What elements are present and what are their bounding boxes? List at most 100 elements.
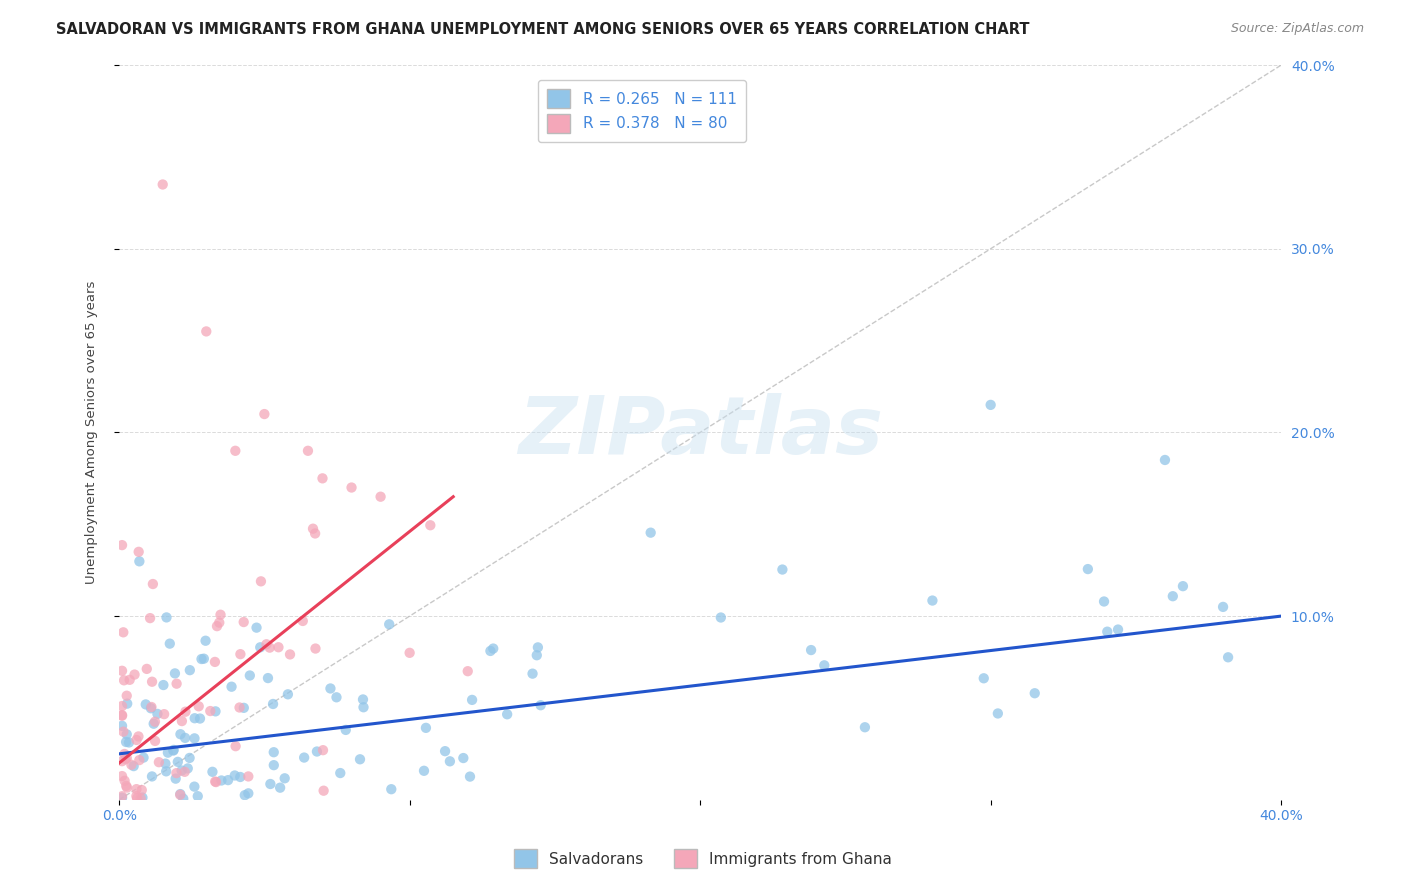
Point bbox=[111, 769, 134, 783]
Point bbox=[111, 664, 134, 678]
Point bbox=[111, 789, 134, 804]
Point bbox=[378, 617, 401, 632]
Point bbox=[155, 756, 177, 771]
Text: Source: ZipAtlas.com: Source: ZipAtlas.com bbox=[1230, 22, 1364, 36]
Point bbox=[131, 783, 153, 797]
Point bbox=[434, 744, 457, 758]
Point bbox=[304, 641, 326, 656]
Point bbox=[124, 667, 146, 681]
Point bbox=[229, 647, 252, 661]
Point bbox=[380, 782, 402, 797]
Point bbox=[921, 593, 943, 607]
Point bbox=[159, 637, 181, 651]
Point bbox=[183, 711, 205, 725]
Point bbox=[125, 782, 148, 797]
Point bbox=[204, 655, 226, 669]
Point bbox=[128, 753, 150, 767]
Y-axis label: Unemployment Among Seniors over 65 years: Unemployment Among Seniors over 65 years bbox=[86, 281, 98, 584]
Point bbox=[1097, 624, 1119, 639]
Point bbox=[114, 773, 136, 788]
Point bbox=[319, 681, 342, 696]
Point bbox=[200, 704, 222, 718]
Point bbox=[245, 621, 267, 635]
Point bbox=[770, 562, 793, 576]
Point bbox=[239, 668, 262, 682]
Point bbox=[179, 751, 201, 765]
Text: SALVADORAN VS IMMIGRANTS FROM GHANA UNEMPLOYMENT AMONG SENIORS OVER 65 YEARS COR: SALVADORAN VS IMMIGRANTS FROM GHANA UNEM… bbox=[56, 22, 1029, 37]
Point bbox=[349, 752, 371, 766]
Point bbox=[853, 720, 876, 734]
Point bbox=[115, 697, 138, 711]
Point bbox=[114, 747, 136, 761]
Point bbox=[461, 693, 484, 707]
Point bbox=[172, 791, 194, 805]
Point bbox=[221, 680, 243, 694]
Point bbox=[111, 708, 134, 723]
Point bbox=[141, 769, 163, 783]
Point bbox=[800, 643, 823, 657]
Point bbox=[193, 651, 215, 665]
Point bbox=[1092, 594, 1115, 608]
Point bbox=[115, 689, 138, 703]
Point bbox=[413, 764, 436, 778]
Point bbox=[224, 768, 246, 782]
Point bbox=[987, 706, 1010, 721]
Point bbox=[232, 615, 254, 629]
Point bbox=[111, 699, 134, 714]
Point bbox=[129, 791, 152, 805]
Point bbox=[115, 735, 138, 749]
Point bbox=[143, 714, 166, 729]
Point bbox=[115, 751, 138, 765]
Point bbox=[131, 790, 153, 805]
Point bbox=[183, 731, 205, 746]
Point bbox=[165, 772, 187, 786]
Text: ZIPatlas: ZIPatlas bbox=[517, 393, 883, 472]
Point bbox=[132, 750, 155, 764]
Point bbox=[228, 700, 250, 714]
Point bbox=[169, 788, 191, 802]
Point bbox=[259, 640, 281, 655]
Point bbox=[141, 700, 163, 714]
Point bbox=[263, 745, 285, 759]
Point bbox=[522, 666, 544, 681]
Point bbox=[183, 780, 205, 794]
Point bbox=[259, 777, 281, 791]
Point bbox=[278, 648, 301, 662]
Point bbox=[238, 786, 260, 800]
Point bbox=[165, 766, 187, 780]
Point bbox=[640, 525, 662, 540]
Point bbox=[122, 759, 145, 773]
Point bbox=[311, 471, 333, 485]
Point bbox=[710, 610, 733, 624]
Point bbox=[482, 641, 505, 656]
Point bbox=[302, 522, 325, 536]
Point bbox=[297, 443, 319, 458]
Point bbox=[141, 674, 163, 689]
Point bbox=[142, 716, 165, 731]
Point bbox=[209, 607, 232, 622]
Point bbox=[208, 615, 231, 630]
Point bbox=[169, 727, 191, 741]
Point bbox=[1171, 579, 1194, 593]
Point bbox=[177, 761, 200, 775]
Point bbox=[112, 724, 135, 739]
Point bbox=[194, 633, 217, 648]
Point bbox=[112, 673, 135, 688]
Point bbox=[340, 481, 363, 495]
Point bbox=[312, 783, 335, 797]
Point bbox=[163, 666, 186, 681]
Point bbox=[166, 676, 188, 690]
Point bbox=[111, 719, 134, 733]
Point bbox=[155, 764, 177, 779]
Point bbox=[269, 780, 291, 795]
Point bbox=[118, 673, 141, 687]
Point bbox=[530, 698, 553, 713]
Point bbox=[179, 663, 201, 677]
Point bbox=[263, 758, 285, 772]
Point bbox=[353, 700, 375, 714]
Point bbox=[135, 662, 157, 676]
Point bbox=[238, 769, 260, 783]
Point bbox=[112, 625, 135, 640]
Point bbox=[205, 775, 228, 789]
Point bbox=[125, 789, 148, 803]
